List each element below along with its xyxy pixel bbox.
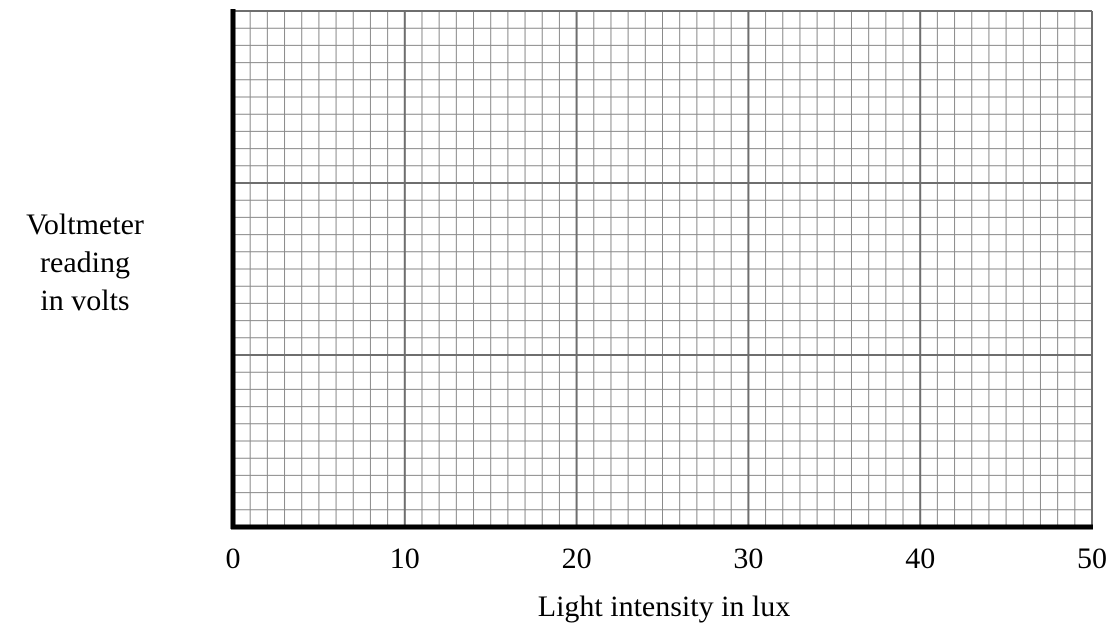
- minor-grid: [233, 11, 1092, 527]
- x-tick-labels: 0 10 20 30 40 50: [226, 542, 1108, 575]
- x-tick-label: 40: [905, 542, 935, 575]
- x-tick-label: 0: [226, 542, 241, 575]
- y-axis-label-line-2: reading: [40, 246, 130, 279]
- major-grid: [233, 10, 1093, 527]
- x-tick-label: 30: [733, 542, 763, 575]
- y-axis-label: Voltmeter reading in volts: [0, 206, 170, 320]
- y-axis-label-line-3: in volts: [40, 284, 130, 317]
- x-axis-label: Light intensity in lux: [538, 590, 791, 623]
- x-tick-label: 50: [1077, 542, 1107, 575]
- axes: [230, 9, 1093, 530]
- y-axis-label-line-1: Voltmeter: [26, 208, 144, 241]
- x-tick-label: 10: [390, 542, 420, 575]
- x-tick-label: 20: [562, 542, 592, 575]
